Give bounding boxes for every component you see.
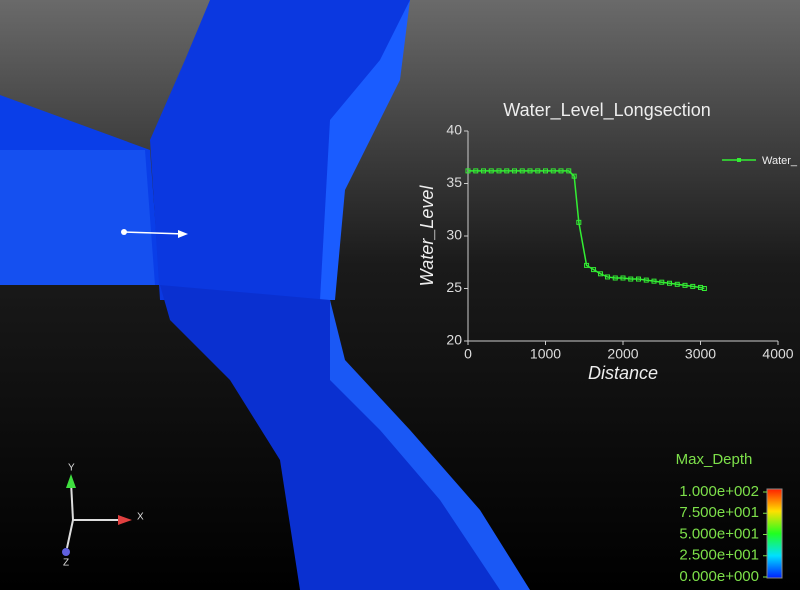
y-tick-label: 20: [446, 332, 462, 348]
axis-z-label: Z: [63, 558, 69, 569]
colorbar: [766, 488, 783, 579]
colorbar-label: 0.000e+000: [679, 568, 759, 585]
point-marker: [659, 279, 665, 285]
point-marker: [504, 168, 510, 174]
point-marker: [682, 282, 688, 288]
point-marker: [566, 168, 572, 174]
point-marker: [488, 168, 494, 174]
point-marker: [651, 278, 657, 284]
y-tick-label: 30: [446, 227, 462, 243]
point-marker: [535, 168, 541, 174]
point-marker: [690, 283, 696, 289]
point-marker: [481, 168, 486, 174]
colorbar-title: Max_Depth: [676, 451, 753, 468]
point-marker: [519, 168, 525, 174]
point-marker: [527, 168, 533, 174]
point-marker: [543, 168, 548, 174]
mesh: [0, 0, 530, 590]
y-axis-title: Water_Level: [417, 185, 437, 287]
y-tick-label: 35: [446, 174, 462, 190]
x-tick-label: 4000: [762, 346, 793, 362]
point-marker: [636, 276, 641, 282]
y-tick-label: 40: [446, 122, 462, 138]
legend-label: Water_: [762, 155, 798, 167]
point-marker: [612, 275, 618, 281]
axis-y-label: Y: [68, 463, 75, 474]
chart-title: Water_Level_Longsection: [503, 100, 710, 121]
point-marker: [584, 262, 590, 268]
point-marker: [558, 168, 564, 174]
x-tick-label: 1000: [530, 346, 561, 362]
point-marker: [576, 219, 582, 225]
series-line: [468, 170, 705, 290]
point-marker: [674, 281, 680, 287]
x-tick-label: 3000: [685, 346, 716, 362]
point-marker: [643, 277, 649, 283]
colorbar-label: 5.000e+001: [679, 525, 759, 542]
point-marker: [628, 276, 634, 282]
axis-x-label: X: [137, 512, 144, 523]
colorbar-label: 2.500e+001: [679, 547, 759, 564]
point-marker: [512, 168, 517, 174]
point-marker: [496, 168, 502, 174]
colorbar-label: 7.500e+001: [679, 504, 759, 521]
point-marker: [598, 271, 604, 277]
point-marker: [620, 275, 626, 281]
x-tick-label: 2000: [607, 346, 638, 362]
legend-marker: [737, 158, 741, 162]
point-marker: [571, 173, 577, 179]
point-marker: [605, 274, 610, 280]
point-marker: [473, 168, 479, 174]
point-marker: [701, 286, 707, 291]
point-marker: [591, 267, 597, 273]
orientation-axes: X Y Z: [62, 463, 144, 569]
point-marker: [465, 168, 471, 174]
point-marker: [550, 168, 556, 174]
x-tick-label: 0: [464, 346, 472, 362]
colorbar-label: 1.000e+002: [679, 483, 759, 500]
point-marker: [667, 280, 672, 286]
y-tick-label: 25: [446, 279, 462, 295]
x-axis-title: Distance: [588, 363, 658, 383]
